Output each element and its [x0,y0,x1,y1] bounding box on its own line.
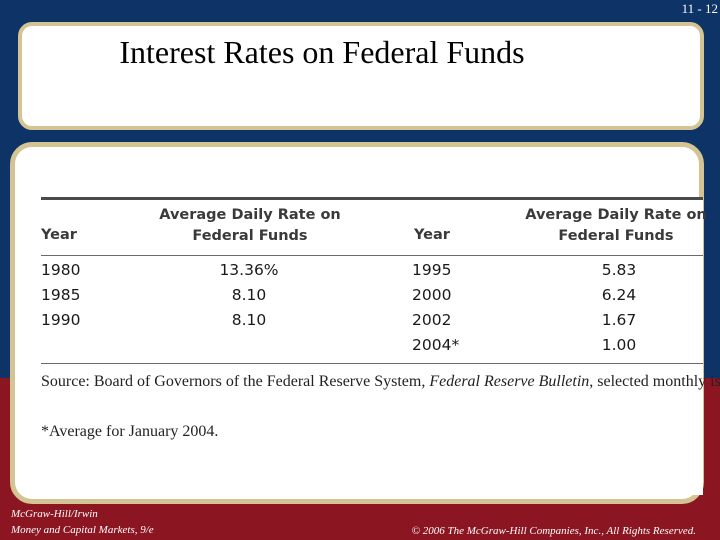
table-cell-year: 1995 [412,261,452,279]
table-cell-rate: 1.00 [601,336,637,354]
footer-book: Money and Capital Markets, 9/e [11,524,154,536]
header-rate-right: Average Daily Rate on Federal Funds [525,207,707,244]
source-publication: Federal Reserve Bulletin [429,373,590,390]
header-rate-left: Average Daily Rate on Federal Funds [159,207,341,244]
table-cell-year: 2002 [412,311,452,329]
table-cell-year: 1990 [41,311,81,329]
header-rule [41,255,703,256]
table-cell-year: 2004* [412,336,460,354]
content-box: Year Average Daily Rate on Federal Funds… [10,142,720,504]
source-note: Source: Board of Governors of the Federa… [41,373,720,391]
table-cell-rate: 8.10 [231,286,267,304]
table-bottom-rule [41,363,703,364]
slide-number: 11 - 12 [681,1,718,16]
header-year-right: Year [414,227,450,243]
rates-table: Year Average Daily Rate on Federal Funds… [29,197,720,495]
footnote: *Average for January 2004. [41,423,219,440]
table-cell-year: 1985 [41,286,81,304]
table-cell-rate: 5.83 [601,261,637,279]
table-cell-rate: 13.36% [219,261,279,279]
table-cell-rate: 1.67 [601,311,637,329]
footer-publisher: McGraw-Hill/Irwin [11,508,98,520]
source-suffix: , selected monthly issues. [589,373,720,390]
header-year-left: Year [41,227,77,243]
table-cell-rate: 8.10 [231,311,267,329]
footer-copyright: © 2006 The McGraw-Hill Companies, Inc., … [411,525,696,537]
table-cell-year: 2000 [412,286,452,304]
source-prefix: Source: Board of Governors of the Federa… [41,373,430,390]
table-cell-rate: 6.24 [601,286,637,304]
slide-title: Interest Rates on Federal Funds [119,34,525,70]
title-box: Interest Rates on Federal Funds [18,22,704,130]
table-top-rule [41,197,703,200]
table-cell-year: 1980 [41,261,81,279]
